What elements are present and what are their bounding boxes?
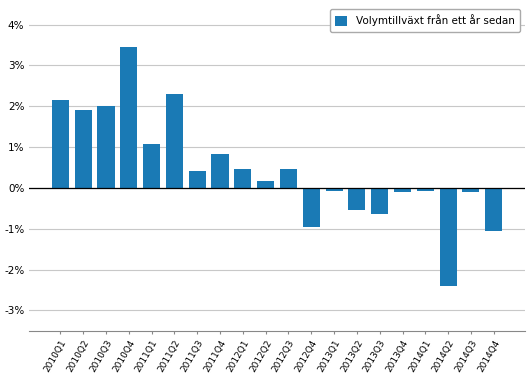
Bar xyxy=(52,100,69,188)
Bar xyxy=(485,188,503,231)
Bar xyxy=(394,188,411,192)
Bar xyxy=(166,94,183,188)
Legend: Volymtillväxt från ett år sedan: Volymtillväxt från ett år sedan xyxy=(330,9,519,32)
Bar xyxy=(303,188,320,227)
Bar xyxy=(417,188,434,191)
Bar xyxy=(280,169,297,188)
Bar xyxy=(212,155,229,188)
Bar xyxy=(97,106,115,188)
Bar xyxy=(462,188,479,192)
Bar xyxy=(440,188,457,286)
Bar xyxy=(75,110,92,188)
Bar xyxy=(371,188,388,214)
Bar xyxy=(348,188,366,211)
Bar xyxy=(325,188,343,191)
Bar xyxy=(257,181,274,188)
Bar xyxy=(120,47,138,188)
Bar xyxy=(189,171,206,188)
Bar xyxy=(143,144,160,188)
Bar xyxy=(234,169,251,188)
